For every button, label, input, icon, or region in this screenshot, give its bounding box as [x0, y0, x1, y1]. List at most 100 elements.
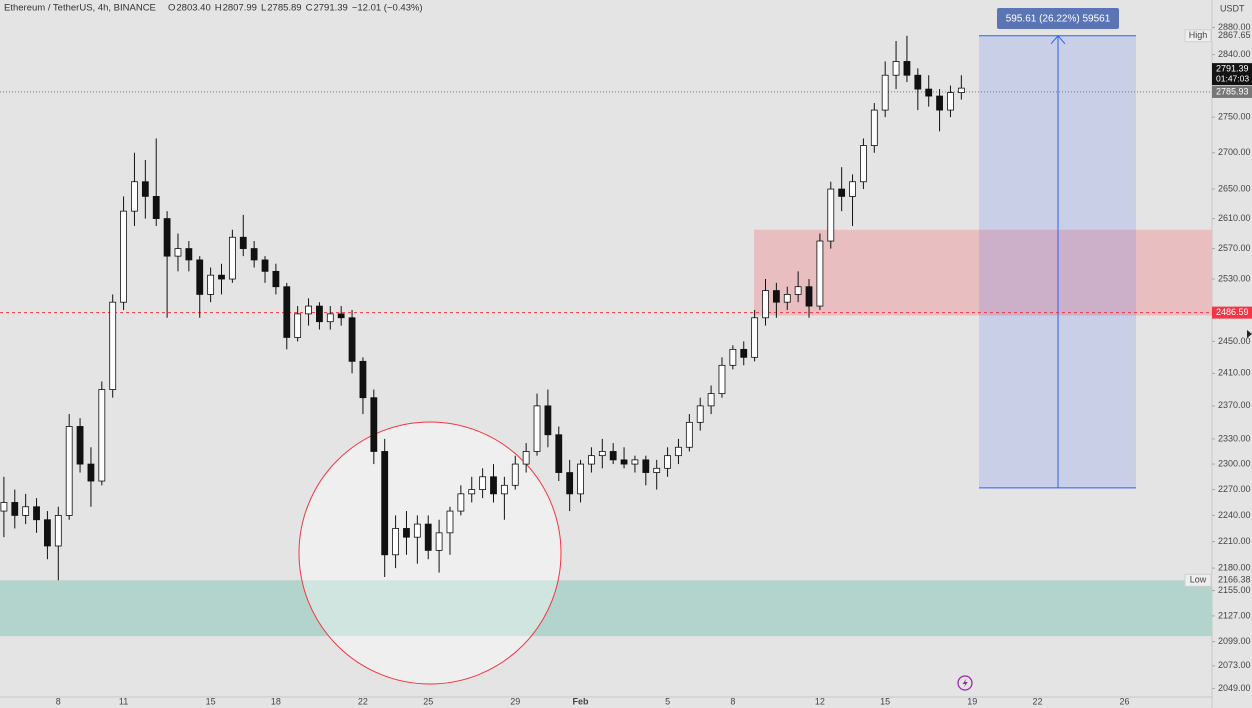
candle-body — [76, 426, 84, 465]
candle-body — [544, 405, 552, 436]
legend-value: 2791.39 — [313, 3, 347, 14]
candle-body — [827, 188, 835, 242]
candle-body — [65, 426, 73, 516]
x-tick-label: 12 — [815, 696, 825, 706]
candle-body — [925, 88, 933, 97]
y-tick-label: 2180.00 — [1218, 562, 1251, 572]
y-tick-label: 2750.00 — [1218, 112, 1251, 122]
candle-body — [490, 476, 497, 495]
x-tick-label: Feb — [573, 696, 590, 706]
x-tick-label: 15 — [880, 696, 890, 706]
candle-body — [22, 506, 30, 516]
candle-body — [305, 305, 312, 315]
alert-icon[interactable] — [957, 675, 973, 691]
x-tick-label: 8 — [56, 696, 61, 706]
candle-body — [348, 317, 356, 362]
x-tick-label: 11 — [119, 696, 128, 706]
x-tick-label: 15 — [206, 696, 216, 706]
candle-body — [435, 532, 443, 551]
candle-body — [914, 74, 922, 90]
candle-body — [98, 389, 106, 482]
candle-body — [849, 181, 856, 197]
candle-body — [109, 301, 117, 390]
low_marker-bg — [1212, 574, 1252, 587]
high_marker-label: High — [1189, 30, 1208, 40]
y-tick-label: 2270.00 — [1218, 484, 1251, 494]
candle-body — [772, 290, 780, 303]
y-tick-label: 2410.00 — [1218, 368, 1251, 378]
candle-body — [185, 248, 193, 261]
candle-body — [881, 74, 889, 111]
x-tick-label: 22 — [1032, 696, 1042, 706]
y-tick-label: 2240.00 — [1218, 510, 1251, 520]
candle-body — [555, 434, 563, 473]
candle-body — [228, 236, 236, 280]
candle-body — [403, 528, 410, 538]
price-line-label: 2486.59 — [1216, 307, 1249, 317]
candle-body — [675, 446, 682, 457]
candle-body — [468, 489, 476, 495]
candle-body — [783, 294, 791, 303]
candle-body — [359, 360, 367, 399]
y-tick-label: 2210.00 — [1218, 536, 1251, 546]
x-tick-label: 25 — [423, 696, 433, 706]
x-tick-label: 19 — [967, 696, 977, 706]
legend-key: H — [215, 3, 222, 14]
candle-body — [446, 510, 454, 534]
candle-body — [805, 286, 813, 307]
candle-body — [120, 210, 127, 303]
x-tick-label: 5 — [665, 696, 670, 706]
x-tick-label: 26 — [1120, 696, 1130, 706]
y-tick-label: 2570.00 — [1218, 243, 1251, 253]
candle-body — [283, 286, 291, 338]
candle-body — [762, 290, 769, 319]
candle-body — [631, 459, 639, 465]
candle-body — [11, 502, 19, 516]
candle-body — [957, 87, 965, 93]
candle-body — [261, 259, 269, 272]
currency: USDT — [1220, 3, 1245, 13]
low_marker-label: Low — [1190, 575, 1207, 585]
y-tick-label: 2127.00 — [1218, 610, 1251, 620]
candle-body — [598, 451, 606, 457]
candle-body — [250, 248, 258, 261]
candle-body — [413, 523, 421, 538]
candle-body — [609, 451, 617, 461]
candle-body — [500, 484, 508, 495]
candle-body — [337, 313, 345, 319]
y-tick-label: 2530.00 — [1218, 273, 1251, 283]
candle-body — [316, 305, 323, 323]
candle-body — [33, 506, 40, 521]
high_marker-bg — [1212, 29, 1252, 42]
legend-key: O — [168, 3, 175, 14]
candle-body — [685, 421, 693, 448]
candle-body — [533, 405, 541, 452]
candle-body — [239, 236, 247, 249]
candle-body — [577, 463, 584, 495]
measure-label: 595.61 (26.22%) 59561 — [1006, 14, 1111, 25]
high_marker-tag — [1184, 29, 1212, 43]
candle-body — [294, 313, 302, 338]
candle-body — [696, 405, 704, 423]
highlight-circle — [298, 421, 562, 685]
candle-body — [87, 463, 95, 482]
candle-body — [588, 455, 595, 465]
candle-body — [218, 274, 225, 280]
candle-body — [729, 348, 737, 366]
low_marker-tag — [1184, 573, 1212, 587]
price-line-label-box — [1212, 85, 1252, 98]
legend-value: 2785.89 — [267, 3, 301, 14]
candle-body — [381, 451, 389, 556]
candle-body — [424, 523, 432, 551]
candle-body — [903, 61, 911, 76]
candle-body — [174, 248, 182, 257]
candle-body — [0, 502, 8, 512]
candle-body — [522, 451, 530, 465]
candle-body — [511, 463, 519, 486]
candle-body — [44, 519, 51, 547]
high_marker-value: 2867.65 — [1218, 30, 1251, 40]
candle-body — [620, 459, 628, 465]
candle-body — [272, 270, 280, 288]
y-tick-label: 2610.00 — [1218, 213, 1251, 223]
